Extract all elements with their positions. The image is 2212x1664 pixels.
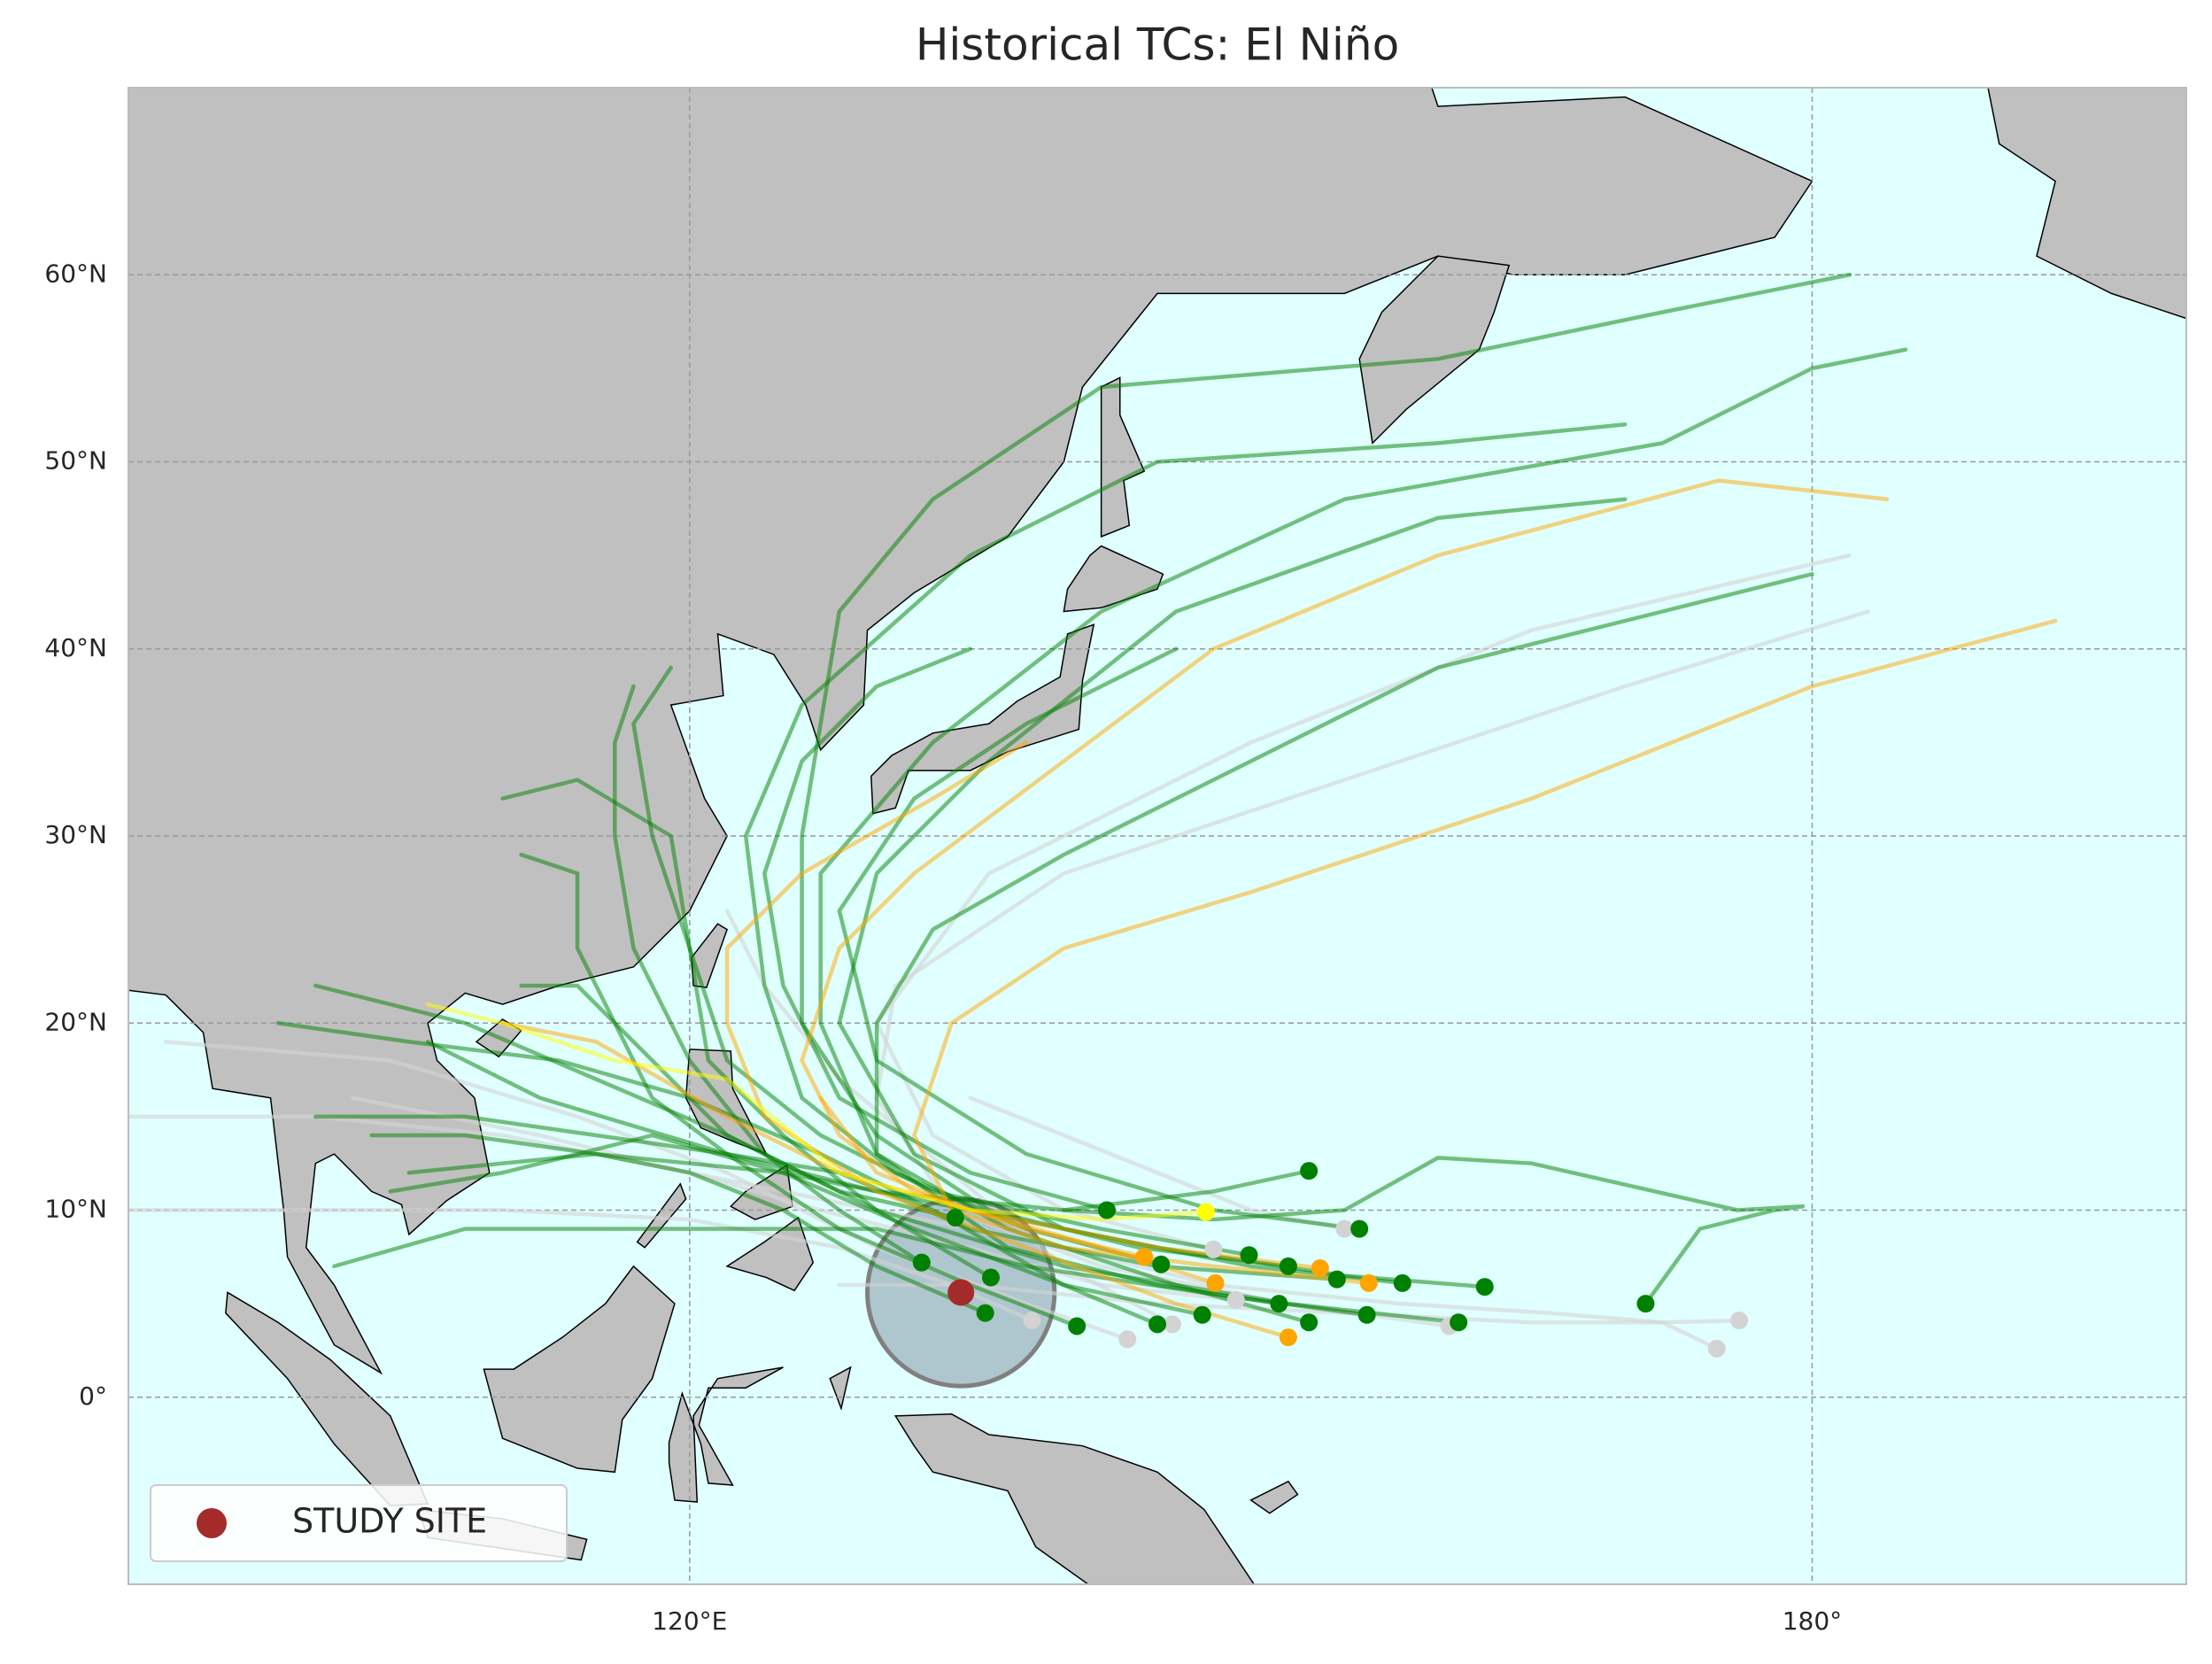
y-tick-label: 40°N (44, 633, 107, 662)
genesis-point (1135, 1248, 1154, 1266)
genesis-point (1350, 1219, 1369, 1238)
legend-label: STUDY SITE (292, 1502, 487, 1541)
genesis-point (1270, 1295, 1288, 1313)
genesis-point (1206, 1273, 1225, 1292)
track (332, 1227, 1369, 1318)
land (128, 88, 1814, 1375)
genesis-point (1300, 1313, 1319, 1332)
genesis-point (976, 1304, 994, 1322)
genesis-point (912, 1253, 931, 1272)
land (668, 1366, 784, 1503)
track (874, 553, 1852, 1252)
genesis-point (1636, 1295, 1655, 1313)
genesis-point (1240, 1246, 1258, 1265)
y-tick-label: 60°N (44, 259, 107, 288)
track (275, 1021, 1160, 1327)
x-tick-label: 180° (1783, 1606, 1842, 1636)
genesis-point (1279, 1257, 1297, 1275)
track (724, 740, 1291, 1340)
genesis-point (1193, 1305, 1211, 1324)
track (912, 618, 2058, 1286)
genesis-point (1359, 1273, 1378, 1292)
track (313, 1114, 1340, 1281)
land (725, 1216, 815, 1292)
land (1358, 255, 1511, 445)
genesis-point (1450, 1313, 1468, 1332)
genesis-point (1196, 1203, 1215, 1221)
genesis-point (1475, 1278, 1494, 1296)
x-tick-label: 120°E (652, 1606, 727, 1636)
track (1062, 1156, 1806, 1306)
genesis-point (1327, 1270, 1346, 1289)
genesis-point (1357, 1305, 1376, 1324)
genesis-point (1152, 1255, 1171, 1273)
study-site (947, 1279, 975, 1306)
genesis-point (1023, 1312, 1041, 1330)
genesis-point (1300, 1162, 1319, 1180)
track (800, 273, 1852, 1269)
track (425, 1002, 1209, 1222)
track (351, 1095, 1238, 1303)
genesis-point (1226, 1290, 1245, 1309)
genesis-point (1279, 1328, 1297, 1347)
y-tick-label: 30°N (44, 820, 107, 849)
land (483, 1265, 676, 1474)
genesis-point (1335, 1219, 1354, 1238)
genesis-point (1311, 1258, 1329, 1277)
genesis-point (946, 1208, 964, 1227)
genesis-point (1163, 1315, 1181, 1334)
land (1100, 376, 1146, 538)
legend: STUDY SITE (150, 1484, 568, 1562)
land (1249, 1480, 1299, 1514)
y-tick-label: 20°N (44, 1007, 107, 1036)
track (818, 347, 1908, 1306)
land (636, 1182, 687, 1249)
y-tick-label: 50°N (44, 446, 107, 476)
land (893, 1413, 1256, 1584)
genesis-point (1149, 1315, 1166, 1334)
legend-marker (197, 1508, 227, 1538)
track (613, 684, 924, 1265)
land (1987, 88, 2186, 320)
genesis-point (1118, 1330, 1137, 1349)
track (369, 1133, 987, 1315)
legend-box (150, 1484, 568, 1562)
map-title: Historical TCs: El Niño (916, 19, 1399, 71)
land (829, 1366, 852, 1412)
track (762, 646, 1110, 1212)
y-tick-label: 10°N (44, 1195, 107, 1224)
genesis-point (1707, 1339, 1726, 1358)
genesis-point (1068, 1317, 1087, 1335)
plot-area (128, 88, 2186, 1584)
genesis-point (981, 1268, 1000, 1287)
genesis-point (1393, 1273, 1412, 1292)
map-frame (128, 87, 2187, 1585)
track (631, 665, 994, 1280)
genesis-point (1097, 1201, 1116, 1219)
y-tick-label: 0° (79, 1382, 107, 1411)
track (164, 1040, 1130, 1342)
track (837, 646, 1362, 1231)
genesis-point (1730, 1312, 1749, 1330)
genesis-point (1204, 1240, 1223, 1258)
